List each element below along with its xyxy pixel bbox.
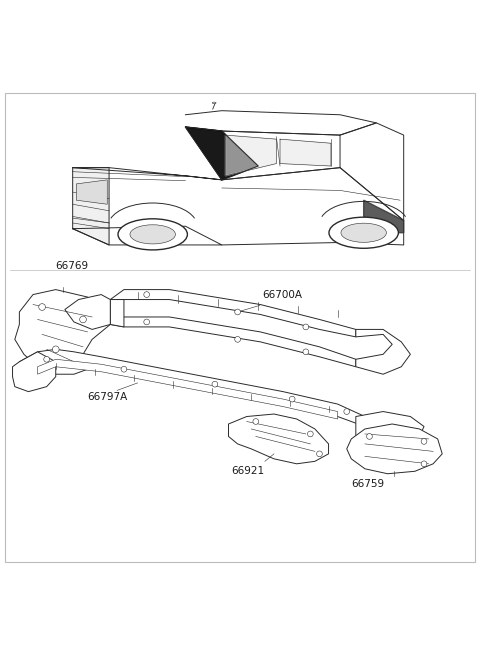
Ellipse shape: [212, 102, 216, 103]
Ellipse shape: [329, 217, 398, 248]
Text: 66797A: 66797A: [87, 392, 128, 402]
Circle shape: [39, 304, 46, 310]
Text: 66759: 66759: [351, 479, 384, 489]
Circle shape: [421, 439, 427, 444]
Polygon shape: [226, 135, 276, 176]
Ellipse shape: [118, 219, 187, 250]
Polygon shape: [228, 414, 328, 464]
Ellipse shape: [341, 223, 386, 242]
Circle shape: [303, 349, 309, 355]
Polygon shape: [72, 226, 222, 245]
Circle shape: [235, 309, 240, 315]
Polygon shape: [37, 360, 337, 419]
Polygon shape: [185, 127, 258, 180]
Polygon shape: [110, 317, 356, 367]
Circle shape: [235, 337, 240, 343]
Circle shape: [212, 381, 218, 387]
Text: 66769: 66769: [56, 261, 89, 271]
Circle shape: [52, 346, 59, 352]
Polygon shape: [185, 111, 376, 135]
Polygon shape: [222, 131, 340, 180]
Polygon shape: [19, 349, 365, 426]
Text: 66921: 66921: [231, 466, 264, 476]
Polygon shape: [356, 411, 424, 447]
Polygon shape: [72, 168, 109, 245]
Polygon shape: [110, 290, 356, 337]
Circle shape: [253, 419, 259, 424]
Polygon shape: [12, 352, 56, 392]
Polygon shape: [110, 299, 124, 327]
Circle shape: [344, 409, 349, 415]
Polygon shape: [15, 290, 110, 374]
Circle shape: [289, 396, 295, 402]
Polygon shape: [222, 168, 404, 245]
Polygon shape: [65, 295, 110, 329]
Circle shape: [80, 316, 86, 323]
Polygon shape: [72, 168, 222, 180]
Polygon shape: [347, 424, 442, 474]
Text: 66700A: 66700A: [263, 290, 302, 299]
Polygon shape: [340, 123, 404, 221]
Circle shape: [308, 431, 313, 437]
Polygon shape: [76, 180, 107, 204]
Circle shape: [367, 434, 372, 440]
Polygon shape: [364, 200, 404, 233]
Polygon shape: [280, 139, 331, 166]
Ellipse shape: [130, 225, 175, 244]
Circle shape: [421, 461, 427, 466]
Polygon shape: [356, 329, 410, 374]
Circle shape: [317, 451, 323, 457]
Circle shape: [303, 324, 309, 330]
Circle shape: [144, 319, 150, 325]
Circle shape: [121, 366, 127, 372]
Circle shape: [144, 291, 150, 297]
Circle shape: [44, 356, 49, 362]
